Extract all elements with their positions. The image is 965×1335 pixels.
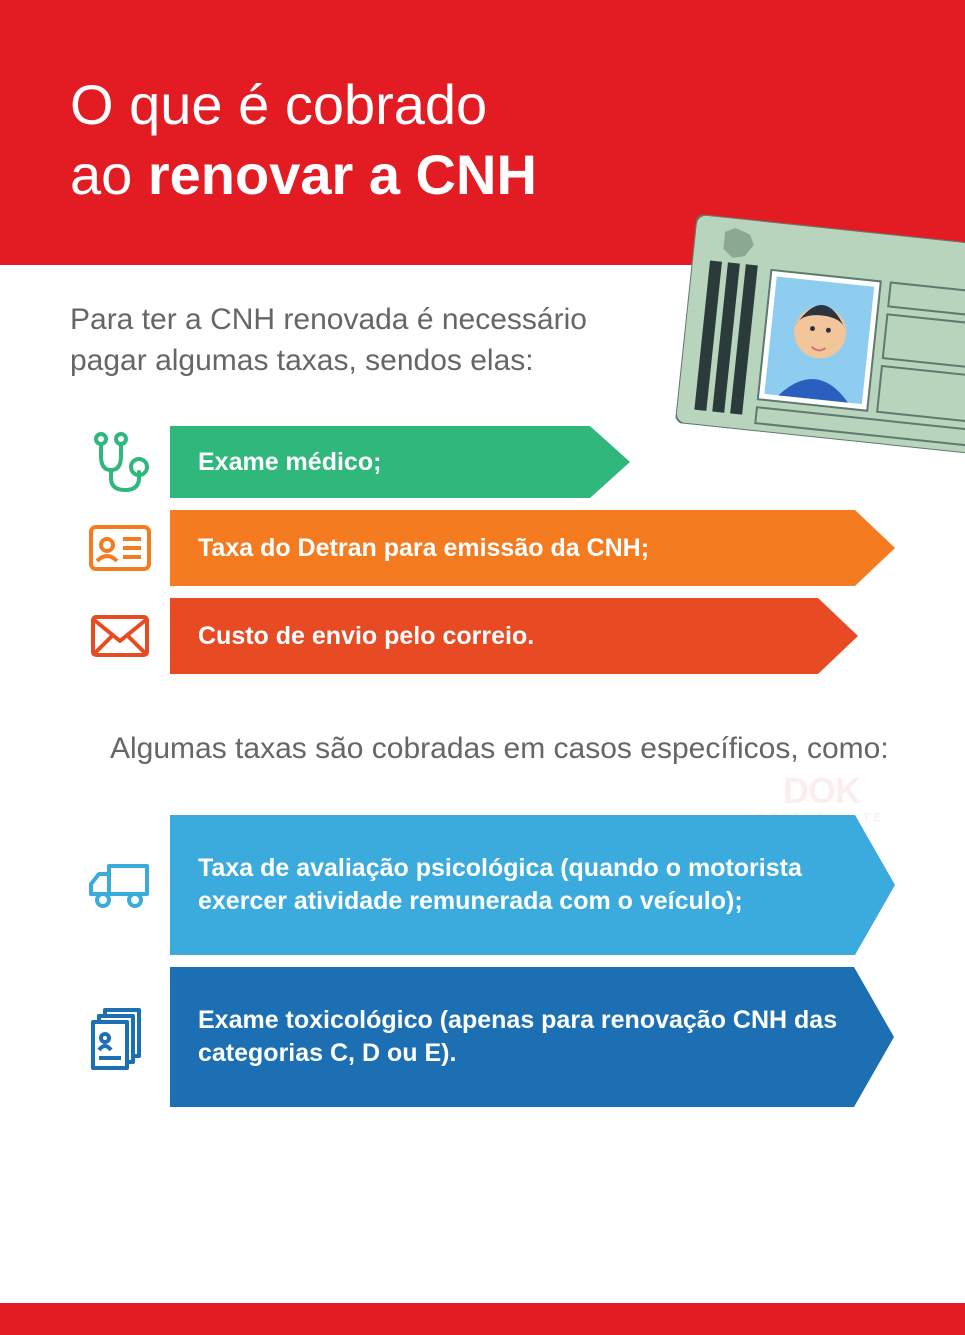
arrow-text: Exame médico; [198,446,381,479]
watermark-main: DOK [783,770,860,811]
arrow-row: Custo de envio pelo correio. [70,598,895,674]
id-card-icon [70,513,170,583]
stethoscope-icon [70,427,170,497]
arrow-label: Taxa de avaliação psicológica (quando o … [170,815,895,955]
title-line1: O que é cobrado [70,73,487,136]
envelope-icon [70,601,170,671]
arrow-row: Taxa de avaliação psicológica (quando o … [70,815,895,955]
arrow-row: Exame médico; [70,426,895,498]
arrow-row: Exame toxicológico (apenas para renovaçã… [70,967,895,1107]
documents-icon [70,1002,170,1072]
title-line2-pre: ao [70,143,148,206]
arrows-secondary-list: Taxa de avaliação psicológica (quando o … [70,815,895,1107]
arrow-text: Taxa do Detran para emissão da CNH; [198,532,649,565]
title-line2-bold: renovar a CNH [148,143,537,206]
arrows-main-list: Exame médico; Taxa do Detran para emissão… [70,426,895,674]
cnh-card-illustration [675,214,965,456]
header: O que é cobrado ao renovar a CNH [0,0,965,265]
intro-text: Para ter a CNH renovada é necessário pag… [70,300,590,381]
arrow-text: Custo de envio pelo correio. [198,620,534,653]
arrow-label: Exame toxicológico (apenas para renovaçã… [170,967,894,1107]
arrow-label: Exame médico; [170,426,630,498]
truck-icon [70,850,170,920]
section2-intro-text: Algumas taxas são cobradas em casos espe… [110,729,895,770]
arrow-row: Taxa do Detran para emissão da CNH; [70,510,895,586]
arrow-text: Exame toxicológico (apenas para renovaçã… [198,1004,864,1069]
arrow-label: Custo de envio pelo correio. [170,598,858,674]
page-title: O que é cobrado ao renovar a CNH [70,70,895,210]
arrow-label: Taxa do Detran para emissão da CNH; [170,510,895,586]
footer-bar [0,1303,965,1335]
arrow-text: Taxa de avaliação psicológica (quando o … [198,852,865,917]
